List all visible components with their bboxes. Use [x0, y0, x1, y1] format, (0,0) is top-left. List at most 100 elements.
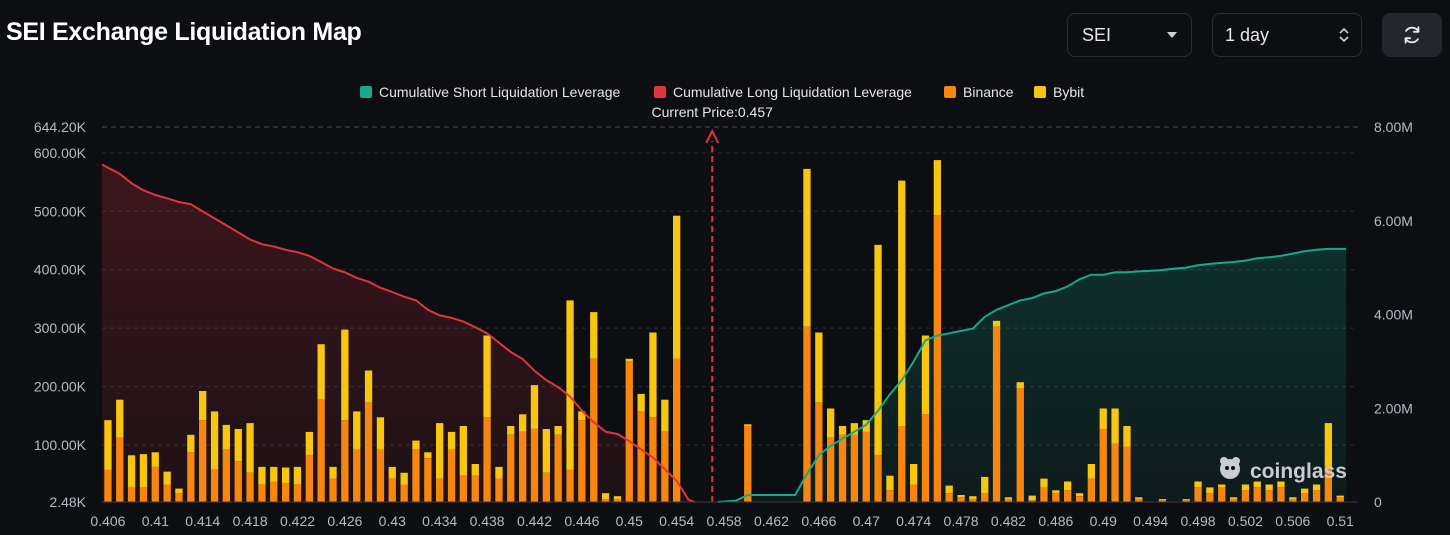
- bar-binance: [519, 431, 527, 502]
- bar-binance: [1301, 493, 1309, 502]
- bar-bybit: [1289, 497, 1297, 500]
- bar-bybit: [578, 411, 586, 421]
- bar-binance: [554, 434, 562, 502]
- bar-binance: [305, 455, 313, 502]
- bar-bybit: [293, 466, 302, 485]
- y-right-tick-label: 2.00M: [1374, 400, 1413, 416]
- bar-binance: [827, 437, 835, 502]
- bar-binance: [661, 431, 669, 502]
- bar-binance: [1087, 478, 1095, 502]
- long-cumulative-area: [102, 164, 695, 502]
- x-tick-label: 0.502: [1228, 513, 1263, 529]
- bar-bybit: [412, 440, 420, 450]
- y-left-tick-label: 2.48K: [49, 494, 86, 510]
- bar-binance: [1004, 499, 1013, 502]
- bar-bybit: [270, 466, 278, 482]
- bar-bybit: [673, 215, 681, 359]
- y-right-tick-label: 6.00M: [1374, 213, 1413, 229]
- up-down-caret-icon: [1339, 27, 1349, 43]
- bar-binance: [127, 487, 136, 502]
- bar-bybit: [921, 335, 930, 415]
- bar-series: [104, 160, 1344, 502]
- bar-binance: [341, 420, 349, 502]
- bar-bybit: [886, 475, 894, 491]
- legend-label: Bybit: [1053, 84, 1084, 100]
- coin-select-value: SEI: [1082, 24, 1112, 45]
- x-tick-label: 0.51: [1327, 513, 1354, 529]
- bar-binance: [483, 417, 491, 502]
- bar-binance: [234, 461, 242, 502]
- bar-bybit: [850, 423, 858, 435]
- bar-bybit: [104, 420, 112, 470]
- bar-bybit: [815, 332, 823, 403]
- bar-binance: [139, 487, 148, 502]
- bar-binance: [910, 484, 918, 502]
- bar-bybit: [1336, 495, 1344, 498]
- bar-bybit: [1312, 484, 1321, 491]
- bar-bybit: [1241, 484, 1250, 491]
- bar-binance: [400, 484, 408, 502]
- bar-bybit: [163, 471, 171, 485]
- bar-binance: [246, 472, 254, 502]
- bar-bybit: [353, 411, 361, 450]
- legend-swatch: [654, 86, 666, 98]
- bar-binance: [163, 484, 171, 502]
- x-tick-label: 0.474: [896, 513, 931, 529]
- bar-binance: [1277, 487, 1285, 502]
- x-tick-label: 0.486: [1038, 513, 1073, 529]
- bar-binance: [566, 469, 574, 502]
- chart-legend: Cumulative Short Liquidation Leverage Cum…: [360, 84, 1084, 100]
- bar-bybit: [625, 358, 633, 362]
- cumulative-areas: [102, 164, 1347, 502]
- watermark: coinglass: [1220, 457, 1347, 483]
- bar-bybit: [483, 335, 491, 418]
- bar-bybit: [1229, 497, 1238, 500]
- bar-bybit: [744, 424, 752, 427]
- bar-bybit: [1324, 423, 1332, 467]
- refresh-button[interactable]: [1382, 13, 1442, 57]
- bar-bybit: [827, 408, 835, 438]
- bar-binance: [436, 478, 444, 502]
- bar-binance: [803, 326, 811, 502]
- bar-bybit: [341, 329, 349, 421]
- bar-bybit: [1135, 497, 1143, 500]
- bar-bybit: [542, 429, 550, 473]
- x-tick-label: 0.438: [470, 513, 505, 529]
- time-range-select[interactable]: 1 day: [1212, 13, 1362, 57]
- bar-bybit: [175, 488, 183, 494]
- bar-binance: [1123, 446, 1131, 502]
- bar-bybit: [116, 399, 124, 438]
- current-price-marker: Current Price:0.457: [652, 104, 773, 502]
- bar-bybit: [1087, 464, 1095, 479]
- bar-binance: [578, 420, 586, 502]
- bar-binance: [1194, 487, 1202, 502]
- bar-bybit: [459, 426, 467, 476]
- bar-bybit: [1040, 478, 1048, 488]
- bar-binance: [898, 426, 906, 502]
- bar-binance: [874, 455, 882, 502]
- bar-binance: [590, 358, 598, 502]
- x-tick-label: 0.466: [801, 513, 836, 529]
- bar-binance: [530, 429, 539, 502]
- bar-binance: [447, 449, 456, 502]
- bar-binance: [1158, 500, 1167, 502]
- y-left-tick-label: 100.00K: [34, 437, 87, 453]
- bar-binance: [1336, 497, 1344, 502]
- bar-binance: [353, 449, 361, 502]
- legend-swatch: [1034, 86, 1046, 98]
- legend-label: Binance: [963, 84, 1014, 100]
- bar-bybit: [234, 429, 242, 462]
- legend-swatch: [360, 86, 372, 98]
- bar-binance: [282, 483, 290, 502]
- bar-binance: [293, 484, 302, 502]
- bar-binance: [1324, 466, 1332, 502]
- bar-binance: [1182, 500, 1190, 502]
- bar-bybit: [447, 431, 456, 450]
- coin-select[interactable]: SEI: [1067, 13, 1192, 57]
- bar-bybit: [1253, 481, 1261, 488]
- bar-bybit: [1075, 493, 1084, 497]
- y-left-tick-label: 300.00K: [34, 320, 87, 336]
- bar-binance: [1289, 499, 1297, 502]
- bar-bybit: [637, 393, 645, 412]
- bar-binance: [364, 402, 373, 502]
